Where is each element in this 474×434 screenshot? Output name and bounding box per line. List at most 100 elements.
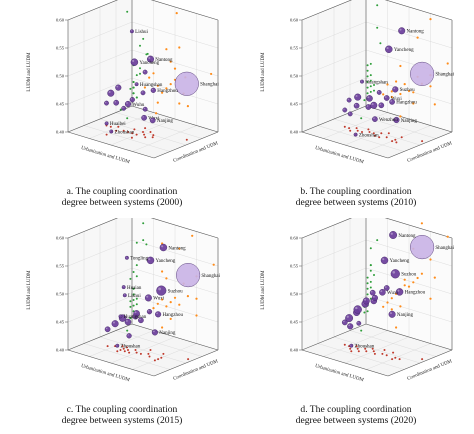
projection-xy-point bbox=[350, 350, 353, 353]
projection-yz-point bbox=[369, 90, 372, 93]
projection-xz-point bbox=[399, 305, 402, 308]
bubble-point bbox=[370, 101, 378, 109]
bubble-point bbox=[124, 255, 129, 260]
projection-xz-point bbox=[165, 277, 168, 280]
bubble-label: Yancheng bbox=[156, 259, 176, 264]
projection-xz-point bbox=[429, 297, 432, 300]
projection-xz-point bbox=[152, 307, 155, 310]
bubble-highlight bbox=[346, 315, 349, 318]
projection-xz-point bbox=[412, 102, 415, 105]
z-tick-label: 0.55 bbox=[56, 264, 65, 269]
bubble-point bbox=[121, 105, 127, 111]
projection-yz-point bbox=[135, 275, 138, 278]
projection-xy-point bbox=[115, 129, 118, 132]
bubble-label: Nantong bbox=[407, 30, 425, 35]
projection-xy-point bbox=[143, 133, 146, 136]
bubble-label: Huangshan bbox=[124, 315, 147, 320]
projection-xz-point bbox=[212, 263, 215, 266]
caption-c-line1: c. The coupling coordination bbox=[66, 404, 178, 415]
projection-yz-point bbox=[366, 282, 369, 285]
projection-xy-point bbox=[394, 138, 397, 141]
bubble-highlight bbox=[156, 312, 158, 315]
projection-xy-point bbox=[373, 352, 376, 355]
bubble-highlight bbox=[379, 103, 382, 106]
bubble-point bbox=[356, 320, 362, 326]
z-tick-label: 0.40 bbox=[290, 130, 299, 135]
projection-yz-point bbox=[132, 92, 135, 95]
projection-yz-point bbox=[135, 297, 138, 300]
projection-yz-point bbox=[369, 62, 372, 65]
projection-yz-point bbox=[132, 293, 135, 296]
projection-xy-point bbox=[122, 129, 125, 132]
projection-xz-point bbox=[161, 91, 164, 94]
axis-frame bbox=[301, 105, 367, 133]
projection-xz-point bbox=[446, 235, 449, 238]
bubble-point bbox=[389, 99, 395, 105]
bubble-point bbox=[111, 320, 119, 328]
projection-xz-point bbox=[169, 83, 172, 86]
bubble-highlight bbox=[348, 324, 351, 327]
bubble-point bbox=[398, 27, 406, 35]
projection-xz-point bbox=[169, 60, 172, 63]
projection-yz-point bbox=[119, 108, 122, 111]
projection-xy-point bbox=[142, 131, 144, 133]
bubble-label: Nanjing bbox=[159, 331, 176, 336]
projection-yz-point bbox=[366, 293, 369, 296]
projection-yz-point bbox=[366, 276, 369, 279]
bubble-point bbox=[345, 314, 354, 323]
bubble-highlight bbox=[393, 87, 396, 90]
grid-line bbox=[67, 21, 133, 49]
z-tick-label: 0.55 bbox=[290, 46, 299, 51]
bubble-highlight bbox=[105, 327, 108, 330]
bubble-highlight bbox=[134, 311, 137, 314]
projection-xz-point bbox=[161, 298, 164, 301]
projection-xz-point bbox=[407, 285, 411, 288]
projection-xy-point bbox=[153, 359, 156, 362]
projection-xz-point bbox=[403, 278, 406, 281]
axis-frame bbox=[153, 131, 219, 159]
bubble-highlight bbox=[386, 47, 389, 50]
bubble-label: Zhoushan bbox=[115, 130, 135, 135]
bubble-label: Lishui bbox=[128, 294, 141, 299]
projection-yz-point bbox=[126, 10, 129, 13]
bubble-point bbox=[146, 256, 155, 265]
bubble-point bbox=[146, 309, 153, 315]
bubble-point bbox=[395, 288, 404, 296]
bubble-point bbox=[124, 100, 132, 108]
bubble-highlight bbox=[348, 112, 351, 114]
bubble-point bbox=[140, 90, 146, 96]
z-tick-label: 0.40 bbox=[56, 130, 65, 135]
projection-yz-point bbox=[139, 72, 141, 75]
bubble-point bbox=[362, 297, 370, 305]
bubble-highlight bbox=[367, 96, 370, 99]
projection-xz-point bbox=[407, 89, 411, 93]
projection-xz-point bbox=[186, 295, 189, 298]
projection-xy-point bbox=[421, 358, 424, 361]
bubble-point bbox=[129, 29, 134, 34]
projection-yz-point bbox=[145, 53, 148, 56]
bubble-highlight bbox=[110, 130, 112, 132]
grid-line bbox=[349, 112, 437, 139]
grid-line bbox=[132, 125, 197, 152]
projection-xz-point bbox=[412, 91, 415, 94]
projection-xy-point bbox=[361, 131, 363, 133]
bubble-point bbox=[366, 95, 373, 102]
projection-xz-point bbox=[173, 296, 177, 299]
axis-frame bbox=[67, 131, 155, 159]
projection-xz-point bbox=[195, 314, 198, 317]
z-tick-label: 0.45 bbox=[56, 320, 65, 325]
bubble-point bbox=[104, 121, 109, 126]
bubble-point bbox=[371, 294, 378, 301]
projection-xz-point bbox=[433, 103, 436, 106]
projection-yz-point bbox=[132, 299, 135, 301]
projection-xz-point bbox=[446, 62, 449, 65]
bubble-highlight bbox=[114, 100, 117, 103]
bubble-highlight bbox=[389, 312, 392, 315]
projection-xz-point bbox=[161, 270, 164, 273]
projection-yz-point bbox=[135, 264, 138, 267]
bubble-label: Nantong bbox=[168, 246, 186, 251]
caption-c-line2: degree between systems (2015) bbox=[61, 415, 183, 426]
bubble-point bbox=[383, 285, 390, 291]
projection-yz-point bbox=[366, 287, 369, 290]
bubble-point bbox=[138, 317, 144, 324]
